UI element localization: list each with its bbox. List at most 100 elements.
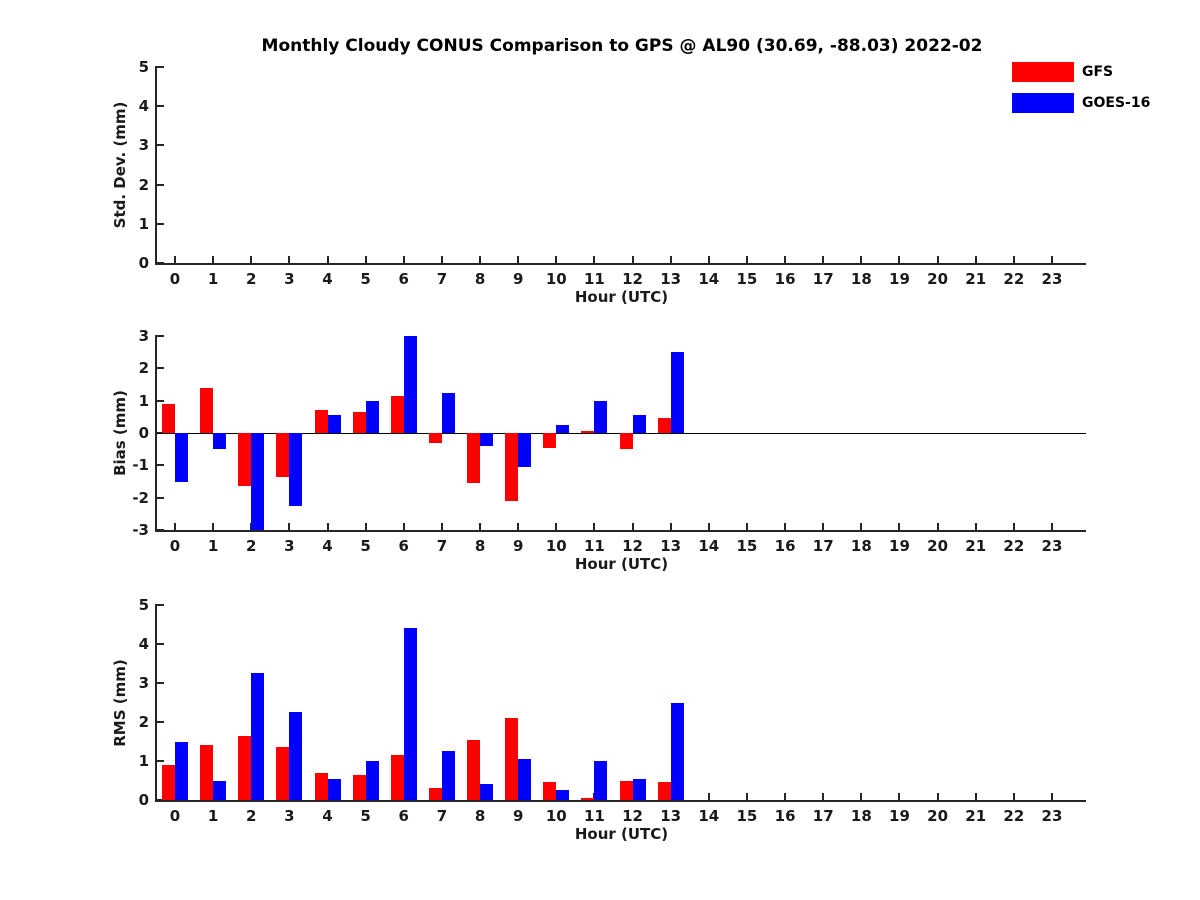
- rms-gfs-bar: [390, 755, 404, 800]
- rms-gfs-bar: [238, 735, 252, 800]
- std-dev-x-tick: [555, 256, 558, 263]
- rms-x-tick-label: 19: [889, 807, 910, 825]
- std-dev-x-tick-label: 9: [512, 270, 524, 288]
- bias-x-tick-label: 23: [1041, 537, 1063, 555]
- rms-x-tick-label: 8: [474, 807, 486, 825]
- bias-x-tick: [517, 523, 520, 530]
- bias-x-tick-label: 15: [736, 537, 758, 555]
- rms-x-tick-label: 5: [360, 807, 371, 825]
- std-dev-x-tick: [326, 256, 329, 263]
- bias-x-tick-label: 14: [698, 537, 720, 555]
- std-dev-x-tick-label: 13: [660, 270, 682, 288]
- bias-x-tick: [860, 523, 863, 530]
- std-dev-x-tick: [974, 256, 977, 263]
- rms-goes16-bar: [403, 628, 417, 800]
- std-dev-x-tick: [1050, 256, 1053, 263]
- std-dev-x-tick-label: 6: [398, 270, 409, 288]
- rms-gfs-bar: [276, 747, 290, 800]
- rms-gfs-bar: [467, 739, 481, 800]
- bias-goes16-bar: [480, 433, 494, 446]
- rms-x-tick-label: 2: [246, 807, 257, 825]
- rms-y-tick-label: 0: [138, 791, 149, 809]
- std-dev-x-tick: [250, 256, 253, 263]
- std-dev-x-tick: [822, 256, 825, 263]
- std-dev-x-tick: [402, 256, 405, 263]
- std-dev-y-tick-label: 2: [138, 175, 149, 194]
- rms-x-tick-label: 16: [774, 807, 796, 825]
- bias-x-tick-label: 5: [360, 537, 371, 555]
- bias-x-tick: [212, 523, 215, 530]
- bias-x-tick: [555, 523, 558, 530]
- rms-x-tick: [974, 793, 977, 800]
- std-dev-y-tick-label: 5: [138, 58, 149, 76]
- rms-x-tick-label: 10: [545, 807, 567, 825]
- rms-y-tick-label: 3: [138, 674, 149, 692]
- bias-x-tick: [174, 523, 176, 530]
- bias-x-tick-label: 1: [207, 537, 219, 555]
- bias-x-tick-label: 7: [436, 537, 448, 555]
- rms-y-axis: [155, 604, 157, 802]
- bias-x-tick: [822, 523, 825, 530]
- rms-x-tick-label: 6: [398, 807, 409, 825]
- chart-title: Monthly Cloudy CONUS Comparison to GPS @…: [261, 36, 983, 56]
- bias-goes16-bar: [594, 400, 608, 433]
- rms-y-tick-label: 1: [138, 752, 149, 770]
- std-dev-y-axis: [155, 66, 157, 265]
- bias-goes16-bar: [175, 433, 188, 482]
- bias-x-tick-label: 16: [774, 537, 796, 555]
- bias-goes16-bar: [632, 415, 646, 433]
- std-dev-x-tick-label: 20: [927, 270, 949, 288]
- rms-goes16-bar: [327, 778, 341, 800]
- rms-goes16-bar: [518, 759, 532, 800]
- rms-x-tick-label: 4: [322, 807, 333, 825]
- bias-y-tick: [157, 496, 164, 499]
- std-dev-x-tick: [631, 256, 634, 263]
- rms-y-tick: [157, 799, 164, 801]
- legend-label-goes16: GOES-16: [1082, 95, 1151, 111]
- std-dev-xlabel: Hour (UTC): [574, 288, 669, 306]
- bias-x-tick-label: 6: [398, 537, 409, 555]
- bias-x-tick-label: 19: [889, 537, 910, 555]
- rms-goes16-bar: [670, 702, 684, 800]
- rms-goes16-bar: [251, 673, 265, 800]
- bias-x-tick-label: 18: [850, 537, 872, 555]
- bias-x-tick: [745, 523, 748, 530]
- std-dev-y-tick: [157, 262, 164, 264]
- std-dev-y-tick: [157, 222, 164, 225]
- legend-swatch-goes16: [1012, 93, 1074, 113]
- bias-x-tick: [936, 523, 939, 530]
- bias-x-tick: [479, 523, 482, 530]
- rms-goes16-bar: [175, 741, 188, 800]
- bias-x-tick-label: 22: [1003, 537, 1025, 555]
- bias-gfs-bar: [162, 403, 175, 433]
- rms-gfs-bar: [581, 798, 595, 800]
- rms-goes16-bar: [480, 784, 494, 800]
- rms-x-tick-label: 15: [736, 807, 758, 825]
- std-dev-y-tick: [157, 183, 164, 186]
- rms-x-axis: [155, 800, 1086, 802]
- bias-gfs-bar: [314, 410, 328, 433]
- rms-gfs-bar: [200, 745, 214, 800]
- bias-goes16-bar: [441, 392, 455, 433]
- std-dev-x-tick: [936, 256, 939, 263]
- bias-y-tick-label: 0: [138, 424, 149, 442]
- rms-x-tick: [860, 793, 863, 800]
- bias-xlabel: Hour (UTC): [574, 555, 669, 573]
- rms-gfs-bar: [543, 782, 557, 800]
- rms-goes16-bar: [213, 780, 227, 800]
- bias-gfs-bar: [467, 433, 481, 484]
- std-dev-x-tick: [860, 256, 863, 263]
- bias-goes16-bar: [213, 433, 227, 450]
- bias-x-tick-label: 11: [583, 537, 605, 555]
- bias-gfs-bar: [428, 433, 442, 443]
- bias-gfs-bar: [390, 395, 404, 433]
- std-dev-x-tick-label: 5: [360, 270, 371, 288]
- bias-x-tick-label: 8: [474, 537, 486, 555]
- bias-gfs-bar: [238, 433, 252, 487]
- std-dev-x-tick-label: 17: [812, 270, 834, 288]
- std-dev-x-tick-label: 2: [246, 270, 257, 288]
- bias-y-tick: [157, 399, 164, 402]
- rms-gfs-bar: [314, 772, 328, 800]
- bias-x-tick-label: 10: [545, 537, 567, 555]
- bias-x-tick-label: 2: [246, 537, 257, 555]
